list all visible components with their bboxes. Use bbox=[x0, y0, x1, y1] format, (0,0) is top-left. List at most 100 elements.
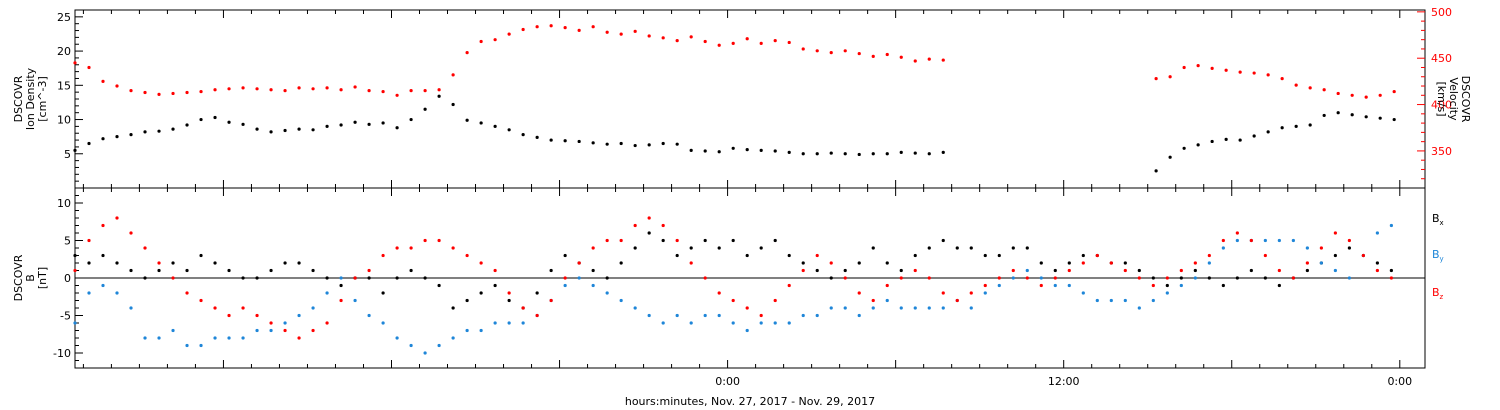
data-point-velocity bbox=[129, 89, 133, 93]
data-point-bx bbox=[395, 276, 399, 280]
left-y-label-line: [cm^-3] bbox=[36, 76, 49, 122]
data-point-by bbox=[759, 321, 763, 325]
data-point-ion-density bbox=[773, 149, 777, 153]
data-point-velocity bbox=[633, 29, 637, 33]
data-point-by bbox=[409, 343, 413, 348]
data-point-velocity bbox=[521, 27, 525, 32]
data-point-ion-density bbox=[731, 146, 735, 150]
data-point-bz bbox=[1249, 238, 1253, 243]
data-point-by bbox=[801, 313, 805, 318]
left-y-tick-label: 20 bbox=[57, 45, 71, 58]
right-y-label-line: DSCOVR bbox=[1459, 76, 1472, 123]
b-y-label: DSCOVR B [nT] bbox=[12, 254, 49, 301]
data-point-by bbox=[129, 306, 133, 310]
data-point-bx bbox=[311, 268, 315, 273]
legend-label-y: By bbox=[1432, 248, 1444, 263]
data-point-by bbox=[1179, 283, 1183, 288]
data-point-bx bbox=[255, 276, 259, 280]
data-point-ion-density bbox=[1252, 134, 1256, 138]
data-point-velocity bbox=[437, 88, 441, 92]
data-point-velocity bbox=[493, 38, 497, 42]
data-point-bz bbox=[115, 216, 119, 220]
data-point-bz bbox=[885, 283, 889, 288]
data-point-by bbox=[213, 336, 217, 340]
data-point-bx bbox=[451, 306, 455, 310]
b-y-tick-label: 10 bbox=[57, 197, 71, 210]
data-point-bx bbox=[101, 253, 105, 258]
data-point-ion-density bbox=[857, 152, 861, 157]
data-point-ion-density bbox=[185, 123, 189, 127]
data-point-velocity bbox=[1336, 91, 1340, 96]
data-point-by bbox=[1067, 283, 1071, 288]
data-point-bx bbox=[633, 246, 637, 250]
data-point-bz bbox=[437, 238, 441, 243]
data-point-velocity bbox=[1266, 73, 1270, 77]
data-point-ion-density bbox=[395, 126, 399, 130]
legend-subscript: z bbox=[1440, 293, 1444, 301]
data-point-by bbox=[171, 328, 175, 333]
data-point-bz bbox=[199, 298, 203, 303]
data-point-ion-density bbox=[787, 150, 791, 154]
data-point-ion-density bbox=[871, 152, 875, 156]
data-point-bx bbox=[1277, 283, 1281, 288]
data-point-bz bbox=[647, 216, 651, 220]
data-point-by bbox=[605, 291, 609, 295]
data-point-bx bbox=[269, 268, 273, 273]
data-point-velocity bbox=[829, 51, 833, 55]
data-point-by bbox=[871, 306, 875, 310]
data-point-bx bbox=[591, 268, 595, 273]
data-point-ion-density bbox=[801, 152, 805, 156]
data-point-by bbox=[675, 313, 679, 318]
data-point-bz bbox=[1025, 276, 1029, 280]
data-point-velocity bbox=[535, 25, 539, 29]
data-point-bx bbox=[325, 276, 329, 280]
data-point-ion-density bbox=[157, 129, 161, 133]
data-point-bz bbox=[185, 291, 189, 295]
data-point-velocity bbox=[1224, 68, 1228, 72]
data-point-bz bbox=[773, 298, 777, 303]
data-point-ion-density bbox=[437, 94, 441, 98]
data-point-bz bbox=[381, 253, 385, 258]
data-point-ion-density bbox=[745, 148, 749, 152]
data-point-bx bbox=[199, 253, 203, 258]
data-point-by bbox=[591, 283, 595, 288]
data-point-bx bbox=[815, 268, 819, 273]
data-point-bx bbox=[647, 231, 651, 235]
data-point-bx bbox=[1305, 268, 1309, 273]
data-point-by bbox=[983, 291, 987, 295]
data-point-bz bbox=[829, 261, 833, 265]
data-point-bx bbox=[115, 261, 119, 265]
data-point-ion-density bbox=[605, 142, 609, 146]
data-point-bz bbox=[1193, 261, 1197, 265]
data-point-ion-density bbox=[353, 120, 357, 124]
data-point-bz bbox=[843, 276, 847, 280]
data-point-bz bbox=[143, 246, 147, 250]
data-point-ion-density bbox=[619, 141, 623, 146]
data-point-velocity bbox=[451, 73, 455, 77]
data-point-by bbox=[1151, 298, 1155, 303]
data-point-velocity bbox=[689, 35, 693, 39]
data-point-by bbox=[241, 336, 245, 340]
data-point-by bbox=[745, 328, 749, 333]
data-point-ion-density bbox=[829, 151, 833, 155]
data-point-bx bbox=[73, 253, 77, 258]
data-point-bx bbox=[969, 246, 973, 250]
data-point-bx bbox=[339, 283, 343, 288]
data-point-ion-density bbox=[339, 123, 343, 127]
data-point-bx bbox=[1193, 268, 1197, 273]
data-point-by bbox=[227, 336, 231, 340]
b-y-label-line: [nT] bbox=[36, 267, 49, 289]
data-point-by bbox=[1221, 246, 1225, 250]
data-point-bz bbox=[591, 246, 595, 250]
data-point-bx bbox=[381, 291, 385, 295]
data-point-velocity bbox=[101, 79, 105, 83]
data-point-by bbox=[1333, 268, 1337, 273]
data-point-bz bbox=[857, 291, 861, 295]
x-tick-label: 0:00 bbox=[1387, 375, 1412, 388]
data-point-ion-density bbox=[143, 130, 147, 134]
data-point-bz bbox=[871, 298, 875, 303]
right-y-tick-label: 450 bbox=[1431, 52, 1452, 65]
data-point-by bbox=[1165, 291, 1169, 295]
